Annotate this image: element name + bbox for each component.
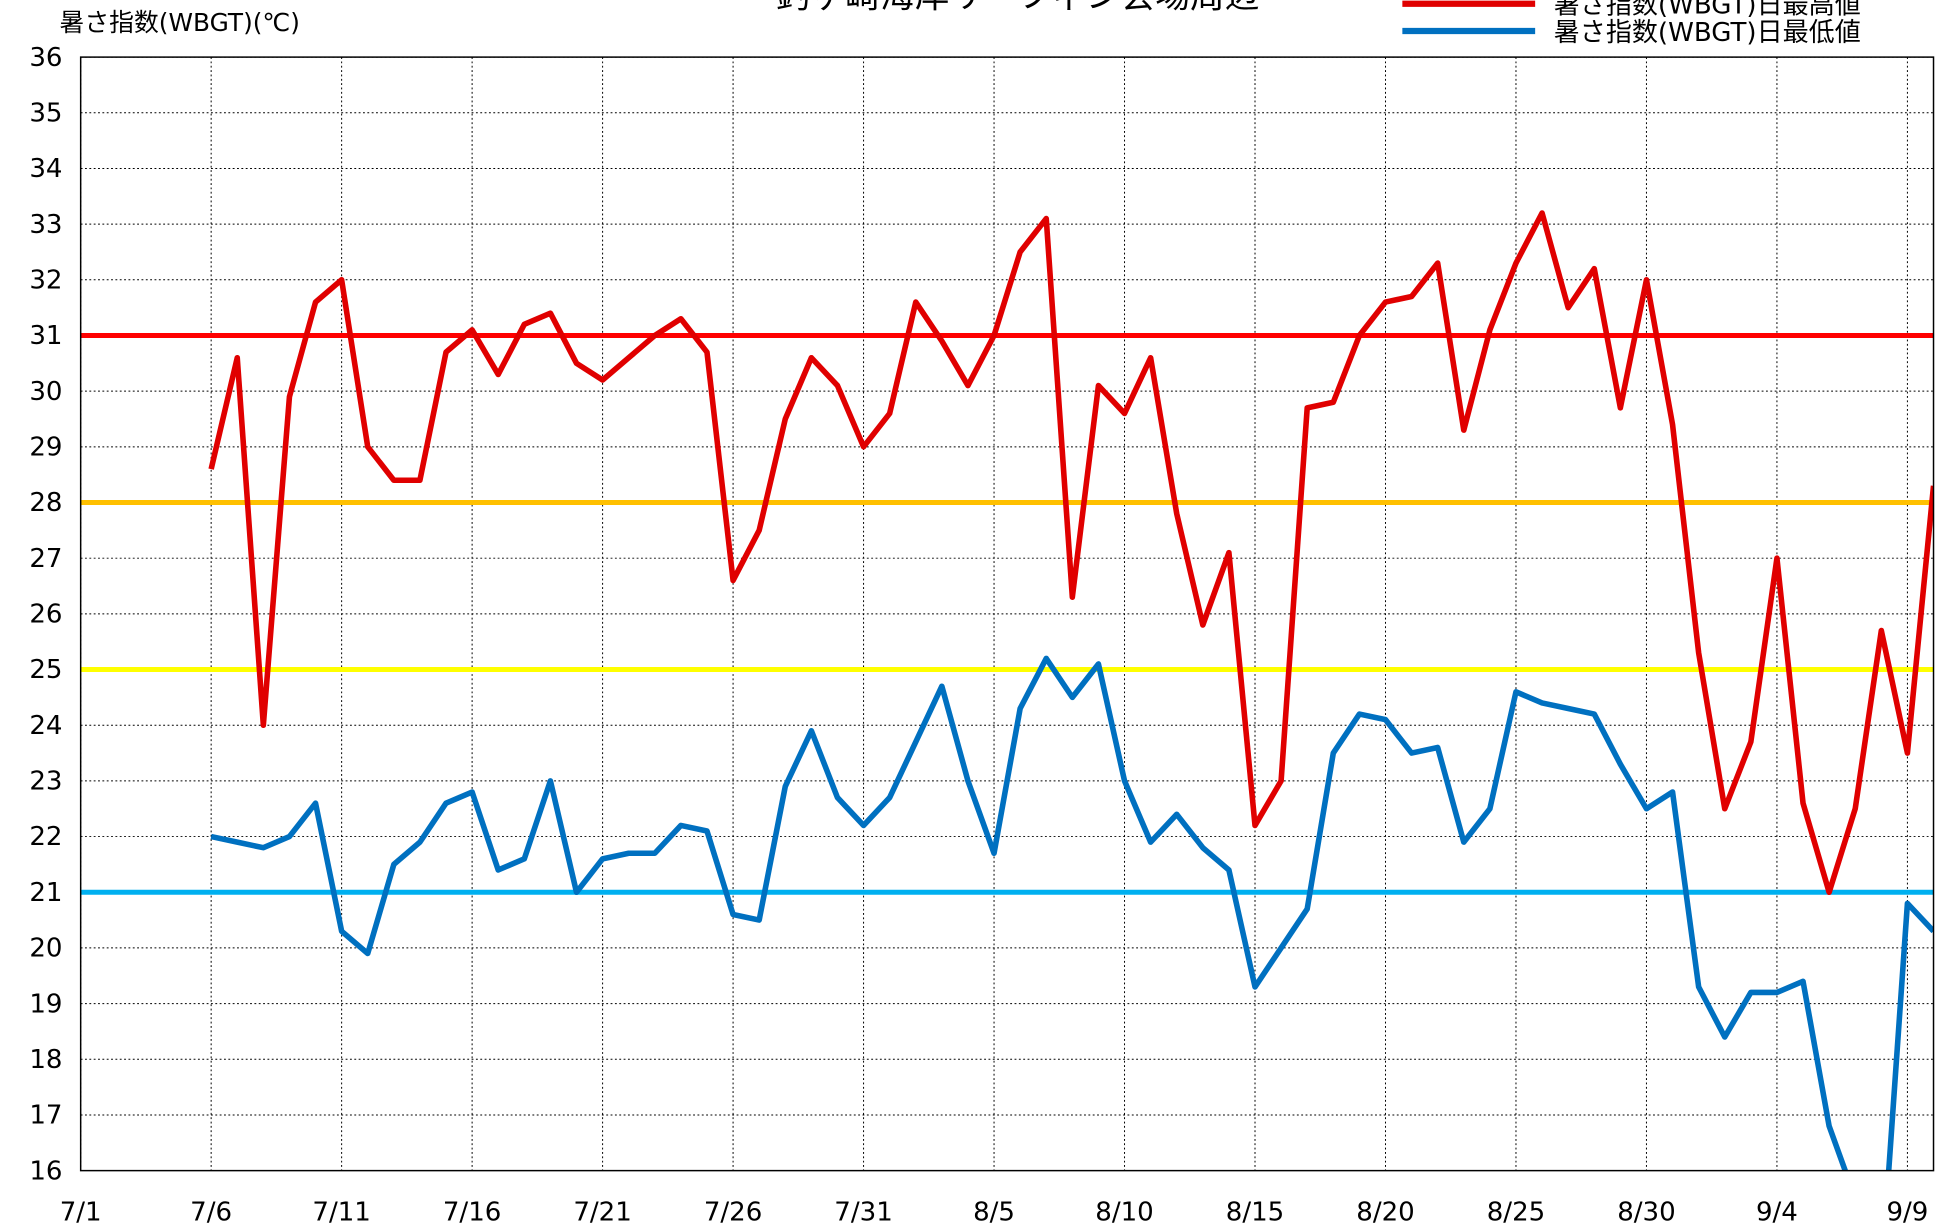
x-tick-label: 7/31	[834, 1197, 892, 1224]
y-tick-label: 32	[29, 265, 62, 295]
y-tick-label: 30	[29, 377, 62, 407]
y-tick-label: 19	[29, 989, 62, 1019]
y-tick-label: 25	[29, 655, 62, 685]
y-tick-label: 21	[29, 878, 62, 908]
y-tick-label: 27	[29, 544, 62, 574]
y-tick-label: 24	[29, 711, 62, 741]
y-tick-label: 35	[29, 98, 62, 128]
y-tick-label: 26	[29, 600, 62, 630]
legend-label: 暑さ指数(WBGT)日最低値	[1554, 18, 1861, 48]
x-tick-label: 8/5	[973, 1197, 1015, 1224]
x-tick-label: 7/11	[312, 1197, 370, 1224]
y-tick-label: 36	[29, 43, 62, 73]
data-line	[208, 210, 1934, 896]
plot-frame	[79, 56, 1935, 1172]
y-tick-label: 33	[29, 210, 62, 240]
x-tick-label: 7/21	[573, 1197, 631, 1224]
x-tick-label: 8/10	[1095, 1197, 1153, 1224]
x-tick-label: 7/6	[190, 1197, 232, 1224]
y-tick-label: 16	[29, 1156, 62, 1186]
x-tick-label: 7/26	[704, 1197, 762, 1224]
y-tick-label: 34	[29, 154, 62, 184]
x-tick-label: 7/1	[60, 1197, 102, 1224]
y-tick-label: 23	[29, 767, 62, 797]
legend-label: 暑さ指数(WBGT)日最高値	[1554, 0, 1861, 21]
y-tick-label: 17	[29, 1101, 62, 1131]
y-tick-label: 22	[29, 822, 62, 852]
y-tick-label: 18	[29, 1045, 62, 1075]
y-tick-label: 31	[29, 321, 62, 351]
x-tick-label: 8/15	[1226, 1197, 1284, 1224]
x-tick-label: 8/20	[1356, 1197, 1414, 1224]
y-tick-label: 29	[29, 433, 62, 463]
x-tick-label: 8/25	[1487, 1197, 1545, 1224]
y-tick-label: 28	[29, 488, 62, 518]
x-tick-label: 9/9	[1886, 1197, 1928, 1224]
chart-title: 釣ヶ崎海岸サーフィン会場周辺	[776, 0, 1260, 16]
x-tick-label: 8/30	[1617, 1197, 1675, 1224]
data-line	[210, 655, 1934, 1171]
y-tick-label: 20	[29, 934, 62, 964]
plot	[80, 57, 1934, 1171]
x-tick-label: 9/4	[1756, 1197, 1798, 1224]
y-axis-label: 暑さ指数(WBGT)(℃)	[60, 8, 300, 37]
x-tick-label: 7/16	[443, 1197, 501, 1224]
